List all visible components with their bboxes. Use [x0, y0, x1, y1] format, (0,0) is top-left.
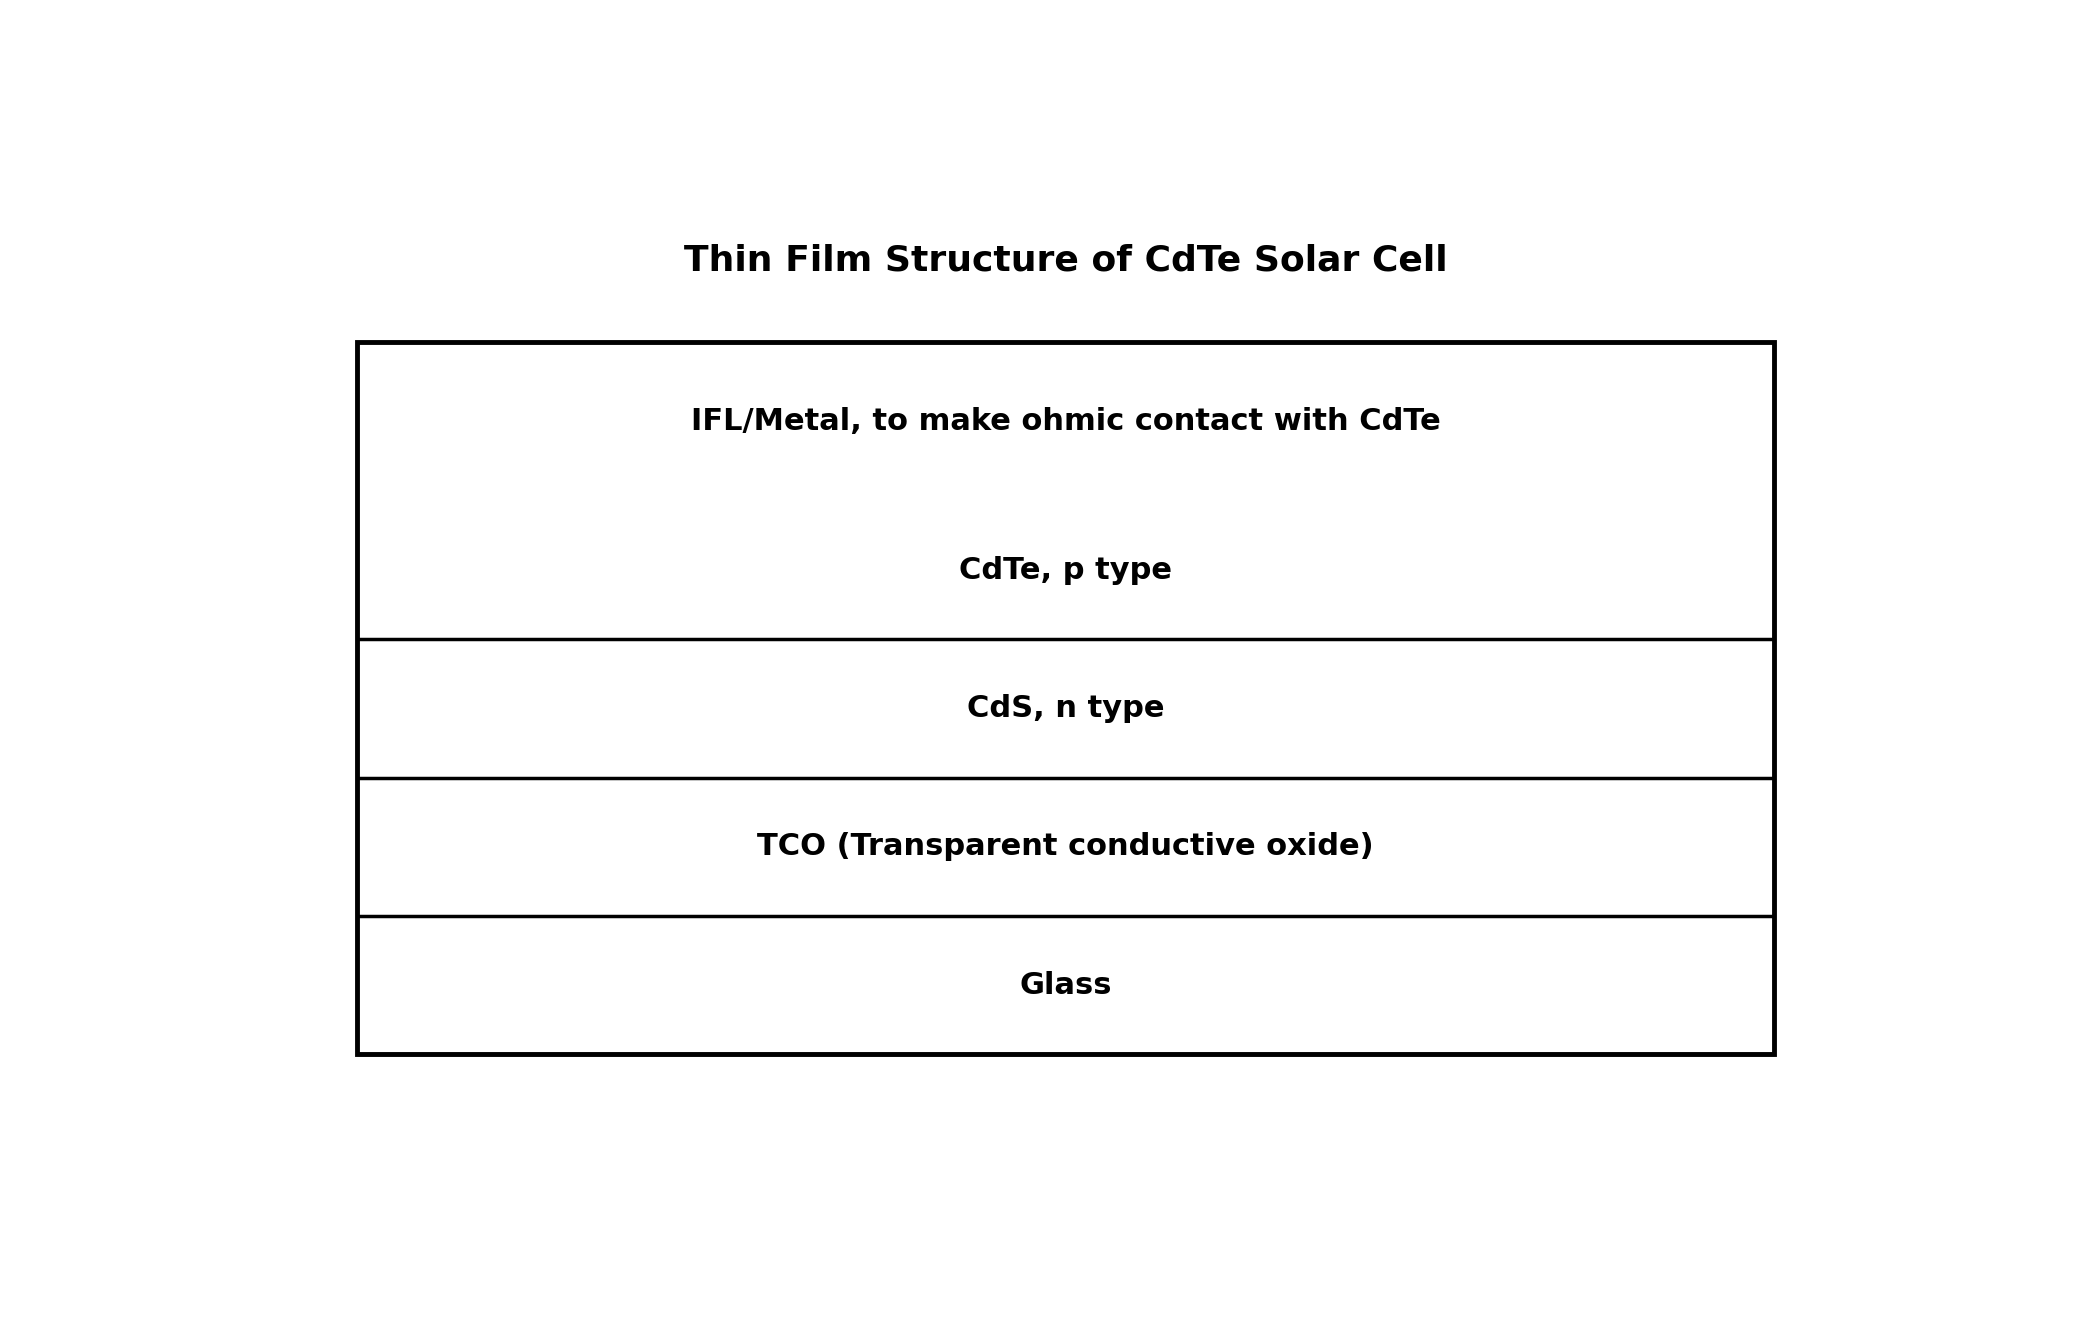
Text: IFL/Metal, to make ohmic contact with CdTe: IFL/Metal, to make ohmic contact with Cd… — [690, 407, 1441, 436]
Text: Thin Film Structure of CdTe Solar Cell: Thin Film Structure of CdTe Solar Cell — [684, 243, 1447, 278]
Bar — [358, 342, 1775, 1055]
Text: CdS, n type: CdS, n type — [967, 694, 1164, 723]
Text: CdTe, p type: CdTe, p type — [958, 555, 1173, 584]
Text: Glass: Glass — [1019, 970, 1112, 999]
Text: TCO (Transparent conductive oxide): TCO (Transparent conductive oxide) — [757, 833, 1374, 862]
